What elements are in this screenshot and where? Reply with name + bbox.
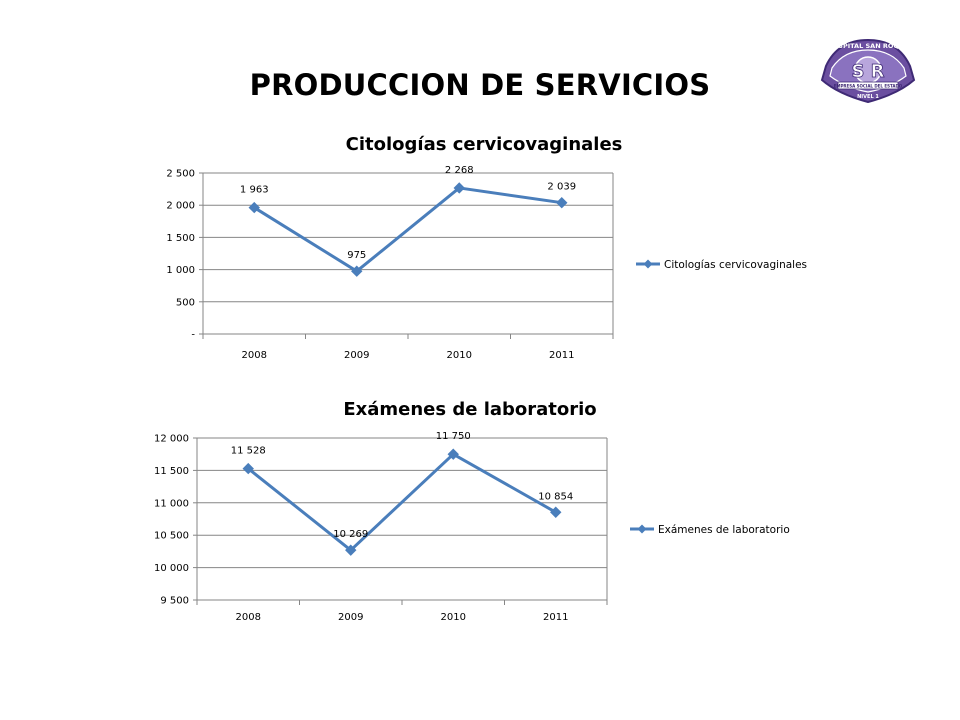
chart-title: Exámenes de laboratorio xyxy=(343,399,596,420)
x-tick-label: 2009 xyxy=(338,612,363,623)
y-tick-label: 11 500 xyxy=(154,466,189,477)
y-tick-label: 2 000 xyxy=(166,201,195,212)
series-line xyxy=(247,452,557,552)
data-label: 10 854 xyxy=(538,491,573,502)
logo-ribbon-text: EMPRESA SOCIAL DEL ESTADO xyxy=(834,84,903,89)
legend-label: Citologías cervicovaginales xyxy=(664,259,807,271)
page-title: PRODUCCION DE SERVICIOS xyxy=(249,68,711,102)
x-tick-label: 2009 xyxy=(344,350,369,361)
legend-marker xyxy=(643,259,653,269)
series-line xyxy=(253,186,562,273)
chart-citologias: Citologías cervicovaginales - 500 1 000 1 50… xyxy=(166,134,807,361)
data-point-marker xyxy=(351,265,363,277)
x-tick-label: 2008 xyxy=(236,612,261,623)
legend-marker xyxy=(637,524,647,534)
chart-title: Citologías cervicovaginales xyxy=(346,134,623,155)
legend-label: Exámenes de laboratorio xyxy=(658,524,790,536)
y-tick-label: 10 000 xyxy=(154,563,189,574)
chart-examenes: Exámenes de laboratorio 9 500 10 000 10 500… xyxy=(154,399,790,623)
y-tick-label: - xyxy=(191,330,195,341)
x-tick-label: 2008 xyxy=(242,350,267,361)
y-tick-label: 1 500 xyxy=(166,233,195,244)
logo-monogram: S R xyxy=(851,61,884,82)
y-tick-label: 10 500 xyxy=(154,531,189,542)
hospital-logo: HOSPITAL SAN ROQUE S R EMPRESA SOCIAL DE… xyxy=(820,38,916,104)
logo-top-text: HOSPITAL SAN ROQUE xyxy=(827,42,908,50)
data-label: 11 528 xyxy=(231,446,266,457)
x-tick-label: 2011 xyxy=(543,612,568,623)
data-point-marker xyxy=(550,506,562,518)
data-point-marker xyxy=(248,201,260,214)
logo-bottom-text: NIVEL 1 xyxy=(857,94,879,100)
data-point-marker xyxy=(453,182,465,194)
data-point-marker xyxy=(556,196,568,209)
data-label: 2 268 xyxy=(445,165,474,176)
x-tick-label: 2010 xyxy=(441,612,466,623)
data-point-marker xyxy=(447,448,459,460)
y-tick-label: 500 xyxy=(176,297,195,308)
data-label: 10 269 xyxy=(333,529,368,540)
y-tick-label: 1 000 xyxy=(166,265,195,276)
x-tick-label: 2010 xyxy=(447,350,472,361)
data-point-marker xyxy=(242,462,254,475)
data-point-marker xyxy=(345,544,357,556)
y-tick-label: 12 000 xyxy=(154,434,189,445)
data-label: 11 750 xyxy=(436,431,471,442)
y-tick-label: 2 500 xyxy=(166,169,195,180)
y-tick-label: 9 500 xyxy=(160,596,189,607)
data-label: 1 963 xyxy=(240,185,269,196)
y-tick-label: 11 000 xyxy=(154,498,189,509)
x-tick-label: 2011 xyxy=(549,350,574,361)
data-label: 2 039 xyxy=(547,182,576,193)
data-label: 975 xyxy=(347,250,366,261)
